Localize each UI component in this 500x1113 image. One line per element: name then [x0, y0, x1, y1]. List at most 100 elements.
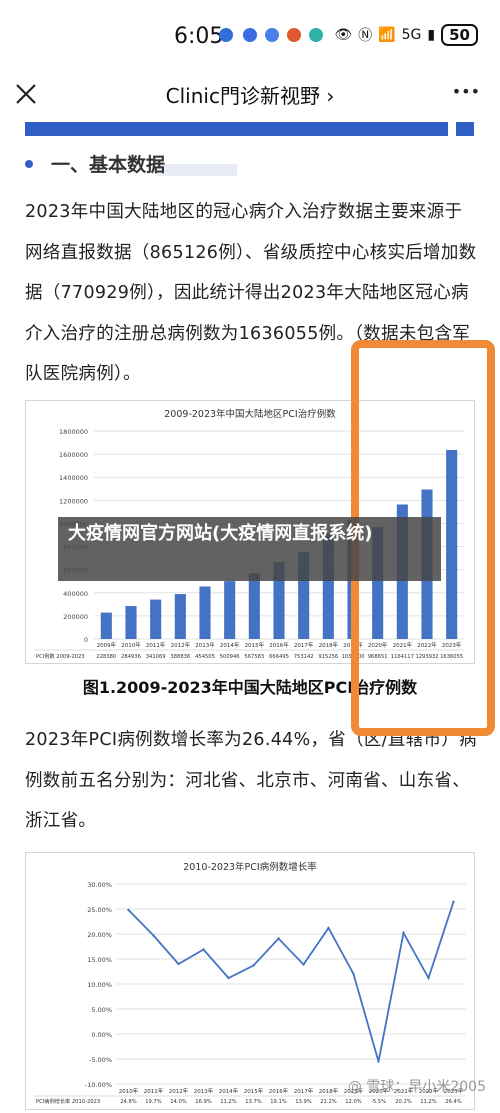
- chart-title: 2009-2023年中国大陆地区PCI治疗例数: [164, 408, 336, 420]
- app-notification-icon: [309, 28, 323, 42]
- nav-bar: Clinic門诊新视野 › •••: [0, 70, 500, 120]
- data-point: [427, 976, 430, 980]
- table-row-label: PCI例数 2009-2023: [36, 652, 85, 660]
- x-tick-label: 2009年: [97, 641, 117, 649]
- x-tick-label: 2018年: [319, 641, 339, 649]
- bar: [174, 594, 186, 639]
- data-point: [277, 937, 280, 940]
- bar: [248, 573, 260, 639]
- data-label: 666495: [269, 654, 289, 660]
- x-tick-label: 2012年: [169, 1087, 189, 1095]
- x-tick-label: 2014年: [220, 641, 240, 649]
- x-tick-label: 2015年: [244, 1087, 264, 1095]
- nfc-icon: Ⓝ: [358, 28, 373, 44]
- x-tick-label: 2019年: [344, 1087, 364, 1095]
- data-label: 500946: [220, 654, 240, 660]
- app-notification-icon: [219, 28, 233, 42]
- data-point: [227, 976, 230, 980]
- data-label: 1636055: [440, 654, 463, 660]
- x-tick-label: 2023年: [442, 641, 462, 649]
- data-label: 915256: [318, 654, 338, 660]
- y-tick-label: 0.00%: [91, 1031, 112, 1039]
- data-point: [177, 962, 180, 966]
- data-point: [127, 908, 130, 912]
- bar: [100, 612, 112, 639]
- app-notification-icon: [287, 28, 301, 42]
- y-tick-label: 20.00%: [87, 931, 112, 939]
- y-tick-label: 15.00%: [87, 956, 112, 964]
- x-tick-label: 2017年: [294, 1087, 314, 1095]
- ad-overlay-banner[interactable]: 大疫情网官方网站(大疫情网直报系统): [58, 517, 441, 581]
- signal-icon: ▮: [427, 27, 436, 43]
- x-tick-label: 2016年: [269, 641, 289, 649]
- data-label: 567583: [244, 654, 264, 660]
- y-tick-label: 1600000: [59, 451, 88, 459]
- line-chart-svg: 2010-2023年PCI病例数增长率 30.00% 25.00% 20.00% 15.…: [34, 861, 466, 1105]
- y-tick-label: -5.00%: [89, 1056, 112, 1064]
- data-label: 454505: [195, 654, 215, 660]
- chart-title: 2010-2023年PCI病例数增长率: [183, 861, 317, 873]
- y-tick-label: 1400000: [59, 474, 88, 482]
- x-tick-label: 2011年: [146, 641, 166, 649]
- y-tick-label: 0: [84, 636, 88, 644]
- x-tick-label: 2017年: [294, 641, 314, 649]
- wifi-icon: 📶: [378, 27, 396, 43]
- y-tick-label: 30.00%: [87, 881, 112, 889]
- y-tick-label: 400000: [63, 590, 88, 598]
- data-label: 388836: [170, 654, 190, 660]
- data-point: [452, 900, 455, 903]
- x-tick-label: 2023年: [444, 1087, 464, 1095]
- data-point: [152, 934, 155, 937]
- y-tick-label: 1800000: [59, 428, 88, 436]
- data-label: 1293932: [415, 654, 438, 660]
- data-point: [302, 963, 305, 966]
- x-tick-label: 2018年: [319, 1087, 339, 1095]
- growth-line: [127, 901, 455, 1062]
- account-title: Clinic門诊新视野: [165, 84, 320, 108]
- x-tick-label: 2010年: [119, 1087, 139, 1095]
- bar: [224, 581, 236, 639]
- close-icon[interactable]: [14, 82, 38, 106]
- bar: [150, 599, 162, 639]
- x-tick-label: 2016年: [269, 1087, 289, 1095]
- y-tick-label: 25.00%: [87, 906, 112, 914]
- y-tick-label: 10.00%: [87, 981, 112, 989]
- x-tick-label: 2013年: [195, 641, 215, 649]
- header-banner: [456, 122, 474, 136]
- data-point: [202, 948, 205, 951]
- data-point: [352, 972, 355, 976]
- status-time: 6:05: [174, 24, 224, 49]
- paragraph-2: 2023年PCI病例数增长率为26.44%，省（区/直辖市）病例数前五名分别为：…: [25, 730, 477, 831]
- bar: [199, 586, 211, 639]
- figure-1-caption: 图1.2009-2023年中国大陆地区PCI治疗例数: [82, 678, 418, 697]
- y-tick-label: -10.00%: [85, 1081, 112, 1089]
- data-label: 753142: [294, 654, 314, 660]
- y-tick-label: 200000: [63, 613, 88, 621]
- data-point: [327, 926, 330, 930]
- data-label: 284936: [121, 654, 141, 660]
- x-tick-label: 2022年: [417, 641, 437, 649]
- data-label: 341069: [146, 654, 166, 660]
- bar: [298, 551, 310, 639]
- bar: [322, 533, 334, 639]
- x-tick-label: 2012年: [171, 641, 191, 649]
- x-tick-label: 2011年: [144, 1087, 164, 1095]
- more-icon[interactable]: •••: [451, 82, 480, 101]
- section-heading: 一、基本数据: [25, 150, 237, 177]
- x-tick-label: 2014年: [219, 1087, 239, 1095]
- watermark: @ 雪球：早小米2005: [347, 1079, 486, 1095]
- data-label: 1164117: [391, 654, 414, 660]
- account-title-link[interactable]: Clinic門诊新视野 ›: [0, 80, 500, 109]
- bar: [372, 527, 384, 639]
- data-point: [377, 1060, 380, 1063]
- x-tick-label: 2021年: [394, 1087, 414, 1095]
- x-tick-label: 2013年: [194, 1087, 214, 1095]
- bar: [446, 449, 458, 639]
- data-label: 968651: [368, 654, 388, 660]
- paragraph-1: 2023年中国大陆地区的冠心病介入治疗数据主要来源于网络直报数据（865126例…: [25, 202, 477, 384]
- data-point: [252, 964, 255, 967]
- x-tick-label: 2010年: [121, 641, 141, 649]
- x-tick-label: 2020年: [369, 1087, 389, 1095]
- app-notification-icon: [265, 28, 279, 42]
- x-tick-label: 2015年: [245, 641, 265, 649]
